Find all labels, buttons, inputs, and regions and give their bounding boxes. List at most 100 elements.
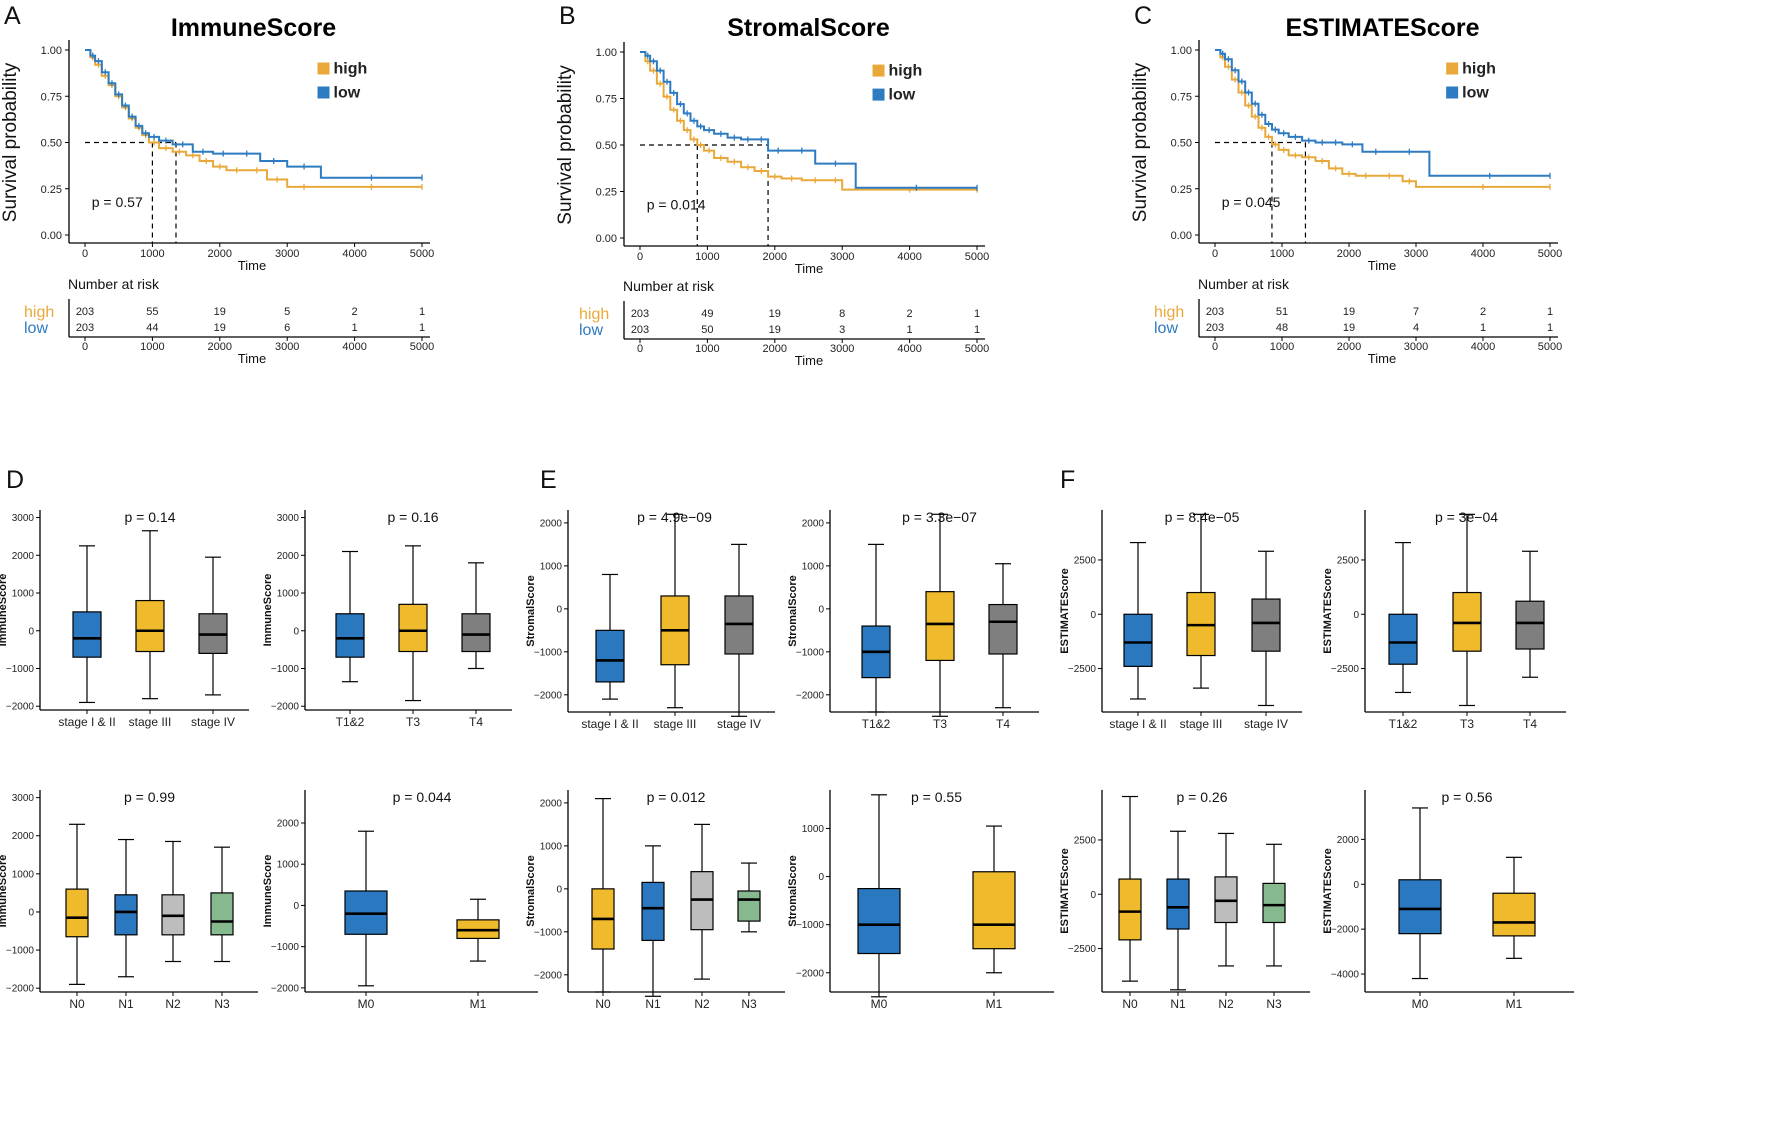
risk-count-low: 3 (839, 324, 845, 336)
risk-count-high: 8 (839, 308, 845, 320)
box-stage III (135, 599, 165, 653)
y-tick-label: 0 (818, 604, 824, 615)
x-tick-label: N0 (1122, 997, 1138, 1011)
risk-x-tick-label: 3000 (1404, 341, 1428, 353)
box-stage IV (1251, 598, 1281, 652)
chart-title: ImmuneScore (171, 14, 336, 42)
x-tick-label: T1&2 (1389, 717, 1418, 731)
risk-count-high: 2 (352, 306, 358, 318)
risk-table-title: Number at risk (68, 276, 160, 292)
x-tick-label: 3000 (1404, 248, 1428, 260)
y-tick-label: −1000 (796, 920, 825, 931)
x-tick-label: stage III (654, 717, 697, 731)
risk-count-low: 1 (907, 324, 913, 336)
box-M1 (972, 871, 1016, 950)
y-tick-label: 0.75 (596, 94, 617, 106)
y-axis-label: ESTIMATEScore (1059, 848, 1071, 933)
x-tick-label: 2000 (208, 248, 232, 260)
box-T4 (1515, 600, 1545, 650)
x-tick-label: 3000 (275, 248, 299, 260)
legend-label-low: low (1462, 85, 1489, 102)
box-M1 (1492, 892, 1536, 937)
panel-letter: E (540, 466, 557, 494)
y-tick-label: 1.00 (41, 45, 62, 57)
p-value: p = 0.99 (124, 789, 175, 805)
y-tick-label: 1000 (540, 841, 563, 852)
box-N1 (1166, 878, 1190, 930)
y-axis-label: Survival probability (555, 65, 576, 225)
risk-row-label-high: high (24, 304, 54, 321)
y-tick-label: −2500 (1068, 944, 1097, 955)
p-value: p = 0.044 (393, 789, 452, 805)
km-panel-a: A ImmuneScore 0.00 0.25 0.50 0.75 1.00 0 1000 200… (0, 2, 434, 366)
risk-x-tick-label: 1000 (140, 341, 164, 353)
risk-row-label-high: high (1154, 304, 1184, 321)
y-tick-label: 0.00 (41, 230, 62, 242)
box-T4 (988, 603, 1018, 655)
risk-row-label-low: low (1154, 320, 1178, 337)
risk-x-tick-label: 3000 (830, 343, 854, 355)
x-tick-label: T1&2 (862, 717, 891, 731)
y-tick-label: 0 (293, 901, 299, 912)
x-tick-label: stage IV (191, 715, 235, 729)
x-tick-label: 4000 (897, 251, 921, 263)
x-tick-label: 1000 (1270, 248, 1294, 260)
risk-count-low: 19 (1343, 322, 1355, 334)
y-tick-label: 1000 (12, 589, 35, 600)
y-tick-label: 0 (556, 604, 562, 615)
p-value: p = 0.26 (1177, 789, 1228, 805)
box-N3 (210, 892, 234, 936)
risk-count-low: 1 (1480, 322, 1486, 334)
legend-swatch-high (317, 62, 330, 75)
risk-count-high: 5 (284, 306, 290, 318)
risk-x-axis-label: Time (238, 351, 266, 366)
y-tick-label: 2000 (277, 551, 300, 562)
legend-swatch-high (1446, 62, 1459, 75)
y-tick-label: 1000 (540, 561, 563, 572)
x-tick-label: M0 (1412, 997, 1429, 1011)
panel-letter: F (1060, 466, 1075, 494)
y-axis-label: ESTIMATEScore (1322, 568, 1334, 653)
y-tick-label: 2000 (12, 831, 35, 842)
y-axis-label: ImmuneScore (0, 574, 9, 647)
y-tick-label: −1000 (534, 927, 563, 938)
x-tick-label: 3000 (830, 251, 854, 263)
x-tick-label: stage III (129, 715, 172, 729)
y-tick-label: 0.25 (41, 184, 62, 196)
y-tick-label: −2000 (271, 702, 300, 713)
y-tick-label: 0.25 (1171, 184, 1192, 196)
risk-count-high: 1 (419, 306, 425, 318)
risk-count-high: 19 (769, 308, 781, 320)
y-tick-label: 0.00 (1171, 230, 1192, 242)
y-axis-label: ImmuneScore (0, 855, 9, 928)
risk-x-axis-label: Time (795, 353, 823, 368)
panel-letter: A (4, 2, 21, 30)
legend-label-low: low (889, 87, 916, 104)
y-tick-label: −1000 (271, 942, 300, 953)
y-tick-label: 0 (556, 884, 562, 895)
y-axis-label: StromalScore (525, 575, 537, 647)
y-tick-label: 2000 (12, 551, 35, 562)
y-tick-label: −2000 (796, 968, 825, 979)
x-tick-label: N2 (1218, 997, 1234, 1011)
p-value: p = 0.14 (125, 509, 176, 525)
x-tick-label: N1 (645, 997, 661, 1011)
box-stage I & II (72, 611, 102, 658)
x-tick-label: stage I & II (581, 717, 638, 731)
risk-x-tick-label: 4000 (342, 341, 366, 353)
risk-x-tick-label: 0 (637, 343, 643, 355)
x-tick-label: N2 (165, 997, 181, 1011)
risk-count-low: 44 (146, 322, 158, 334)
y-tick-label: 0 (1090, 890, 1096, 901)
risk-count-high: 19 (214, 306, 226, 318)
x-tick-label: M1 (986, 997, 1003, 1011)
y-tick-label: 1.00 (1171, 45, 1192, 57)
p-value: p = 0.56 (1442, 789, 1493, 805)
survival-curve-low (640, 51, 977, 189)
risk-count-high: 55 (146, 306, 158, 318)
boxplot-panel: −2000 −1000 0 1000 2000 3000 ImmuneScore p = 0.… (0, 789, 258, 1011)
x-tick-label: 0 (637, 251, 643, 263)
y-tick-label: −2000 (1331, 925, 1360, 936)
risk-row-label-high: high (579, 306, 609, 323)
